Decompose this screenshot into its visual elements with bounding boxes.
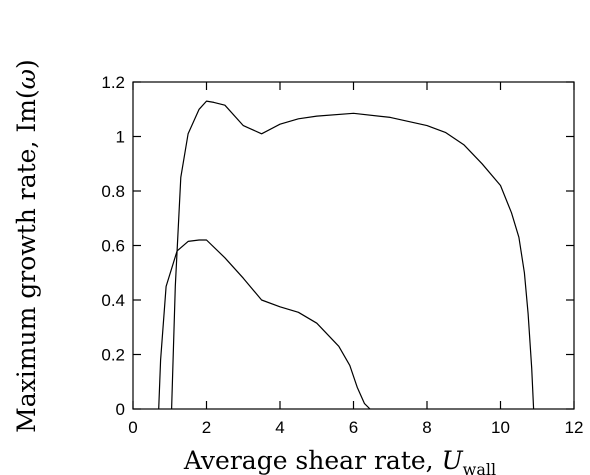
- y-tick-label: 0.2: [101, 346, 125, 365]
- series-line-2: [158, 239, 371, 410]
- ticks: [132, 81, 575, 410]
- plot-frame: [132, 81, 575, 410]
- series-group: [158, 100, 535, 410]
- y-axis-label: Maximum growth rate, Im(ω): [12, 59, 41, 433]
- x-tick-label: 0: [128, 418, 137, 437]
- x-tick-label: 8: [422, 418, 431, 437]
- x-axis-label: Average shear rate, Uwall: [183, 446, 496, 475]
- x-tick-label: 10: [491, 418, 510, 437]
- series-line-1: [171, 100, 535, 410]
- y-tick-label: 0.8: [101, 182, 125, 201]
- y-tick-label: 1.2: [101, 73, 125, 92]
- x-tick-label: 2: [202, 418, 211, 437]
- y-tick-label: 1: [116, 128, 125, 147]
- x-tick-label: 12: [565, 418, 584, 437]
- x-tick-label: 4: [275, 418, 284, 437]
- tick-labels: 0 2 4 6 8 10 12 0 0.2 0.4 0.6 0.8 1 1.2: [101, 73, 583, 437]
- x-tick-label: 6: [349, 418, 358, 437]
- y-tick-label: 0.6: [101, 237, 125, 256]
- y-tick-label: 0: [116, 400, 125, 419]
- y-tick-label: 0.4: [101, 291, 125, 310]
